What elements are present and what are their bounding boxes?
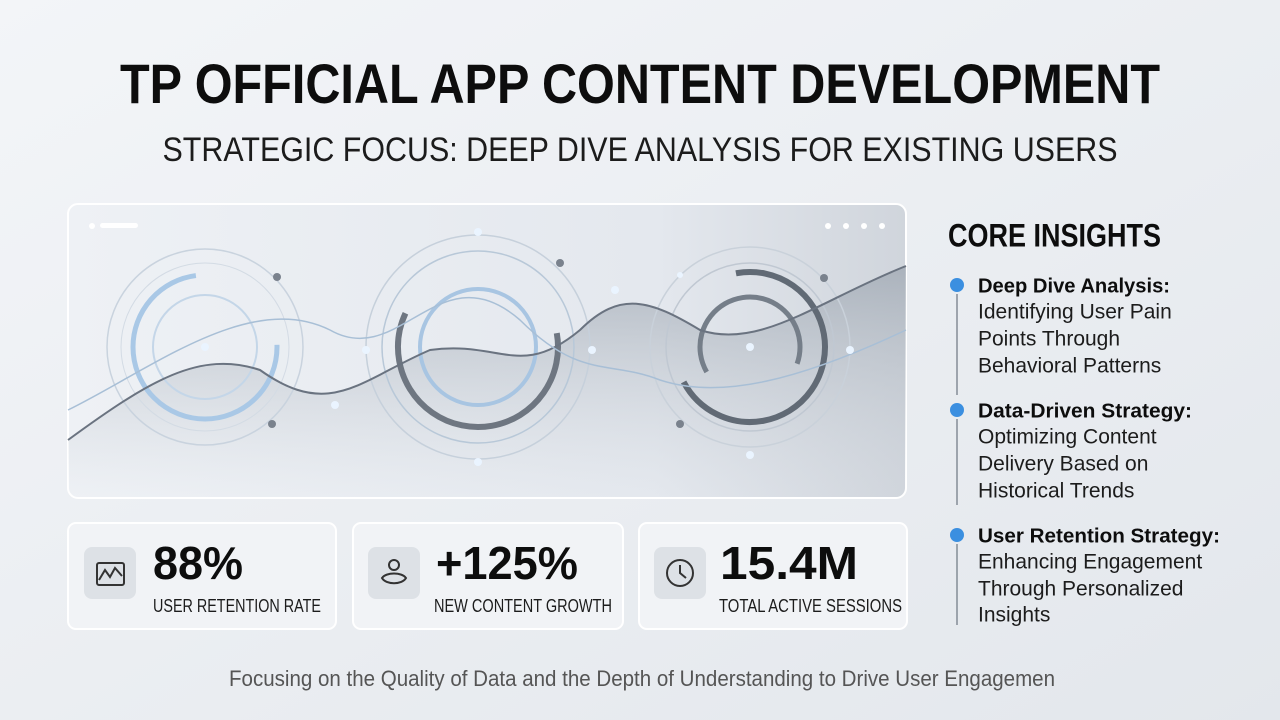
footer: Focusing on the Quality of Data and the … [229,666,1055,691]
stat-value: +125% [436,537,578,589]
insight-line: Optimizing Content [978,426,1157,449]
insight-line: Historical Trends [978,480,1134,503]
insight-line: Identifying User Pain [978,301,1172,324]
dots [825,223,885,229]
stat-value: 88% [153,537,243,589]
stat-label: USER RETENTION RATE [153,596,321,616]
card [638,522,908,630]
dot [89,223,95,229]
stat-cards: 88% USER RETENTION RATE +125% NEW CONTEN… [67,522,908,630]
subtitle: STRATEGIC FOCUS: DEEP DIVE ANALYSIS FOR … [163,131,1118,169]
insight-line: Points Through [978,328,1120,351]
title: TP OFFICIAL APP CONTENT DEVELOPMENT [120,52,1160,115]
insight-line: Delivery Based on [978,453,1148,476]
glow-dots [201,228,854,466]
insights: CORE INSIGHTS Deep Dive Analysis: Identi… [948,217,1220,626]
insight-line: Behavioral Patterns [978,355,1161,378]
insight-title: Data-Driven Strategy: [978,400,1192,422]
stat-label: TOTAL ACTIVE SESSIONS [719,596,902,616]
insight-line: Insights [978,604,1050,627]
wave [67,296,907,411]
insight-title: Deep Dive Analysis: [978,275,1170,297]
area [68,266,906,498]
card [352,522,624,630]
icon-box [84,547,136,599]
insight-line: Enhancing Engagement [978,551,1202,574]
rings [106,234,851,460]
stat-label: NEW CONTENT GROWTH [434,596,612,616]
insight-title: User Retention Strategy: [978,525,1220,547]
dark-dots [268,259,828,428]
icons [96,559,694,587]
stat-value: 15.4M [720,537,858,589]
visual-panel [67,203,907,499]
bullets [950,278,964,542]
insights-heading: CORE INSIGHTS [948,217,1161,253]
card [67,522,337,630]
insight-line: Through Personalized [978,578,1183,601]
wave [67,265,907,441]
bar [100,223,138,228]
